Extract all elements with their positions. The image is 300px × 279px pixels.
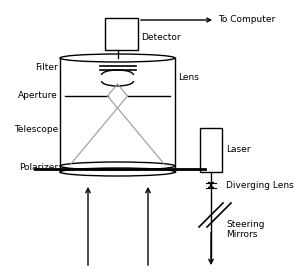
Text: Polarizer: Polarizer bbox=[19, 163, 58, 172]
Text: Aperture: Aperture bbox=[18, 92, 58, 100]
Text: Diverging Lens: Diverging Lens bbox=[226, 181, 294, 189]
Text: To Computer: To Computer bbox=[218, 16, 275, 25]
Text: Detector: Detector bbox=[141, 33, 181, 42]
Bar bbox=[105, 18, 138, 50]
Text: Telescope: Telescope bbox=[14, 126, 58, 134]
Text: Filter: Filter bbox=[35, 64, 58, 73]
Bar bbox=[200, 128, 222, 172]
Text: Lens: Lens bbox=[178, 73, 199, 83]
Text: Steering
Mirrors: Steering Mirrors bbox=[226, 220, 265, 239]
Text: Laser: Laser bbox=[226, 146, 250, 155]
